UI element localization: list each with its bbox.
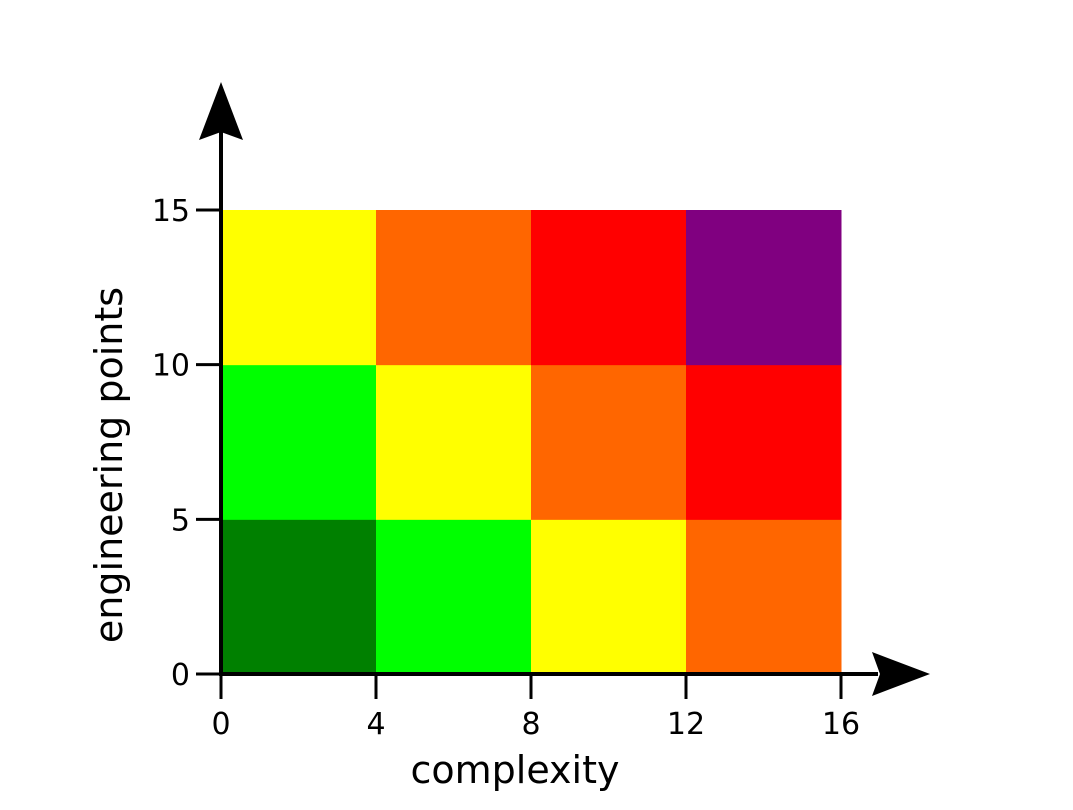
y-tick-label: 15 [152,194,190,229]
x-tick-label: 16 [822,707,860,742]
heatmap-cell-r1-c2 [531,364,687,520]
heatmap-cell-r0-c1 [376,519,532,675]
x-tick-label: 0 [211,707,230,742]
heatmap-cell-r2-c1 [376,210,532,366]
axes [199,82,930,696]
x-axis-title: complexity [411,748,620,792]
x-tick-label: 12 [667,707,705,742]
heatmap-cell-r2-c0 [221,210,377,366]
heatmap-cell-r0-c2 [531,519,687,675]
heatmap-cell-r0-c0 [221,519,377,675]
x-tick-label: 4 [366,707,385,742]
heatmap-cells [221,210,842,675]
y-axis-title: engineering points [87,287,131,643]
y-tick-label: 10 [152,349,190,384]
y-tick-label: 0 [171,658,190,693]
y-tick-label: 5 [171,503,190,538]
heatmap-cell-r1-c0 [221,364,377,520]
x-axis-arrow-icon [872,652,930,696]
heatmap-cell-r2-c2 [531,210,687,366]
ticks: 0 4 8 12 16 0 5 10 15 [152,194,860,742]
x-tick-label: 8 [521,707,540,742]
y-axis-arrow-icon [199,82,243,140]
heatmap-cell-r0-c3 [686,519,842,675]
heatmap-cell-r1-c3 [686,364,842,520]
heatmap-cell-r2-c3 [686,210,842,366]
heatmap-cell-r1-c1 [376,364,532,520]
